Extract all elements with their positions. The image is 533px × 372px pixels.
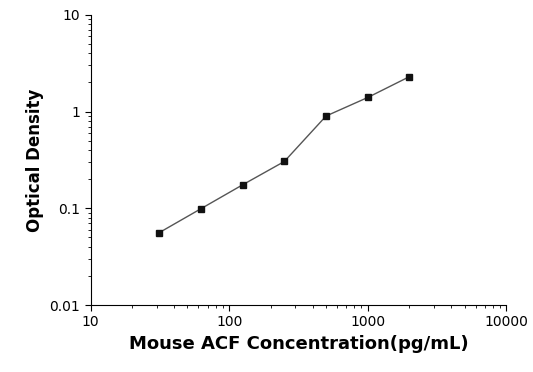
X-axis label: Mouse ACF Concentration(pg/mL): Mouse ACF Concentration(pg/mL) [128,335,469,353]
Y-axis label: Optical Density: Optical Density [26,88,44,232]
